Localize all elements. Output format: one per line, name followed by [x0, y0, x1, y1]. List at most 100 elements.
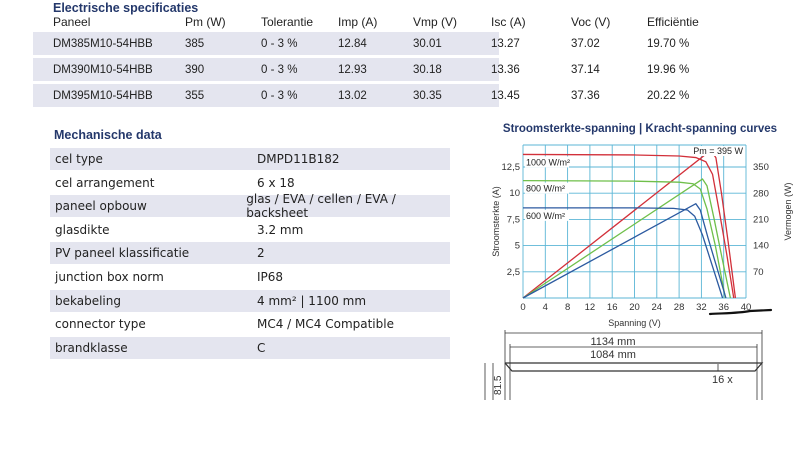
y-tick-label: 2,5 — [507, 267, 520, 278]
y2-axis-label: Vermogen (W) — [783, 182, 793, 240]
outer-width-label: 1134 mm — [590, 336, 635, 348]
property-value: C — [257, 340, 266, 355]
table-cell: 19.70 % — [647, 37, 690, 50]
property-value: 3.2 mm — [257, 222, 304, 237]
y-tick-label: 7,5 — [507, 214, 520, 225]
x-tick-label: 0 — [520, 302, 525, 313]
series-label-bg — [525, 209, 569, 221]
x-tick-label: 28 — [674, 302, 685, 313]
property-value: 2 — [257, 246, 265, 261]
pv-curve — [522, 149, 737, 299]
x-tick-label: 36 — [718, 302, 729, 313]
table-row: DM385M10-54HBB 385 0 - 3 % 12.84 30.01 13.27 3… — [33, 32, 689, 55]
table-cell: DM390M10-54HBB — [53, 63, 153, 76]
property-label: glasdikte — [55, 222, 110, 237]
property-label: brandklasse — [55, 340, 128, 355]
pm-annotation: Pm = 395 W — [693, 146, 743, 156]
property-label: paneel opbouw — [55, 199, 147, 214]
electrical-specs-table: Paneel Pm (W) Tolerantie Imp (A) Vmp (V) Isc … — [33, 12, 699, 107]
table-cell: 355 — [185, 89, 205, 102]
column-header: Voc (V) — [571, 15, 611, 29]
height-label: 81.5 — [493, 375, 504, 395]
table-cell: 13.45 — [491, 89, 520, 102]
x-tick-label: 4 — [543, 302, 548, 313]
y2-tick-label: 140 — [753, 241, 769, 252]
y-tick-label: 12,5 — [502, 162, 521, 173]
y-tick-label: 10 — [509, 188, 520, 199]
iv-curve — [522, 179, 727, 299]
iv-pv-chart: 0 4 8 12 16 20 24 28 32 36 40 2,5 5 7,5 10 12,5 70 140 210… — [491, 144, 793, 328]
table-cell: 37.14 — [571, 63, 600, 76]
mechanical-data-table: cel type DMPD11B182 cel arrangement 6 x 18 p… — [50, 148, 450, 360]
table-cell: 12.84 — [338, 37, 367, 50]
y2-tick-label: 280 — [753, 188, 769, 199]
mechanical-row: junction box norm IP68 — [50, 266, 450, 288]
table-cell: 30.35 — [413, 89, 442, 102]
x-tick-label: 20 — [629, 302, 640, 313]
handwritten-underline-mark — [708, 308, 773, 316]
table-cell: 0 - 3 % — [261, 63, 298, 76]
property-value: 4 mm² | 1100 mm — [257, 293, 367, 308]
table-cell: 13.02 — [338, 89, 367, 102]
series-label: 800 W/m² — [526, 184, 565, 194]
mechanical-row: connector type MC4 / MC4 Compatible — [50, 313, 450, 335]
iv-curve — [523, 207, 724, 299]
inner-width-label: 1084 mm — [590, 349, 636, 361]
y2-tick-label: 70 — [753, 267, 764, 278]
property-value: DMPD11B182 — [257, 152, 340, 166]
y2-tick-label: 210 — [753, 214, 769, 225]
property-label: bekabeling — [55, 293, 121, 308]
property-label: PV paneel klassificatie — [55, 246, 190, 261]
table-cell: 390 — [185, 63, 205, 76]
table-cell: DM385M10-54HBB — [53, 37, 153, 50]
mechanical-row: cel arrangement 6 x 18 — [50, 172, 450, 194]
table-cell: 37.36 — [571, 89, 600, 102]
property-label: cel arrangement — [55, 175, 155, 190]
pv-curve — [522, 202, 727, 299]
pv-curve — [522, 178, 732, 299]
column-header: Paneel — [53, 15, 91, 29]
series-label: 1000 W/m² — [526, 157, 570, 167]
table-cell: 13.36 — [491, 63, 520, 76]
table-cell: 19.96 % — [647, 63, 690, 76]
property-value: IP68 — [257, 269, 284, 284]
panel-dimension-drawing: 1134 mm 1084 mm 81.5 16 x — [484, 330, 764, 400]
table-cell: 37.02 — [571, 37, 600, 50]
chart-title: Stroomsterkte-spanning | Kracht-spanning… — [502, 123, 778, 135]
property-value: MC4 / MC4 Compatible — [257, 317, 394, 332]
x-tick-label: 32 — [696, 302, 707, 313]
x-axis-label: Spanning (V) — [608, 318, 661, 328]
x-tick-label: 8 — [565, 302, 570, 313]
series-label-bg — [525, 182, 569, 194]
x-tick-label: 24 — [652, 302, 663, 313]
table-cell: 30.18 — [413, 63, 442, 76]
column-header: Isc (A) — [491, 15, 526, 29]
column-header: Imp (A) — [338, 15, 378, 29]
table-cell: 0 - 3 % — [261, 89, 298, 102]
iv-curve — [522, 153, 735, 299]
annotation-bg — [694, 146, 744, 156]
table-cell: 0 - 3 % — [261, 37, 298, 50]
property-value: glas / EVA / cellen / EVA / backsheet — [246, 192, 396, 221]
table-cell: 12.93 — [338, 63, 367, 76]
mechanical-row: paneel opbouw glas / EVA / cellen / EVA /… — [50, 192, 450, 221]
series-label-bg — [525, 156, 569, 168]
table-cell: 13.27 — [491, 37, 520, 50]
table-cell: DM395M10-54HBB — [53, 89, 153, 102]
mechanical-row: glasdikte 3.2 mm — [50, 219, 450, 241]
property-label: junction box norm — [55, 269, 164, 284]
column-header: Vmp (V) — [413, 15, 458, 29]
property-label: cel type — [55, 152, 103, 166]
mechanical-row: PV paneel klassificatie 2 — [50, 242, 450, 265]
property-value: 6 x 18 — [257, 175, 295, 190]
mechanical-title: Mechanische data — [54, 128, 162, 142]
holes-label: 16 x — [712, 374, 733, 386]
y-tick-label: 5 — [515, 241, 520, 252]
table-cell: 385 — [185, 37, 205, 50]
table-cell: 20.22 % — [647, 89, 690, 102]
y-axis-label: Stroomsterkte (A) — [491, 186, 501, 257]
table-row: DM390M10-54HBB 390 0 - 3 % 12.93 30.18 13.36 3… — [33, 55, 689, 81]
column-header: Tolerantie — [261, 15, 314, 29]
x-tick-label: 16 — [607, 302, 618, 313]
electrical-title: Electrische specificaties — [53, 1, 199, 15]
